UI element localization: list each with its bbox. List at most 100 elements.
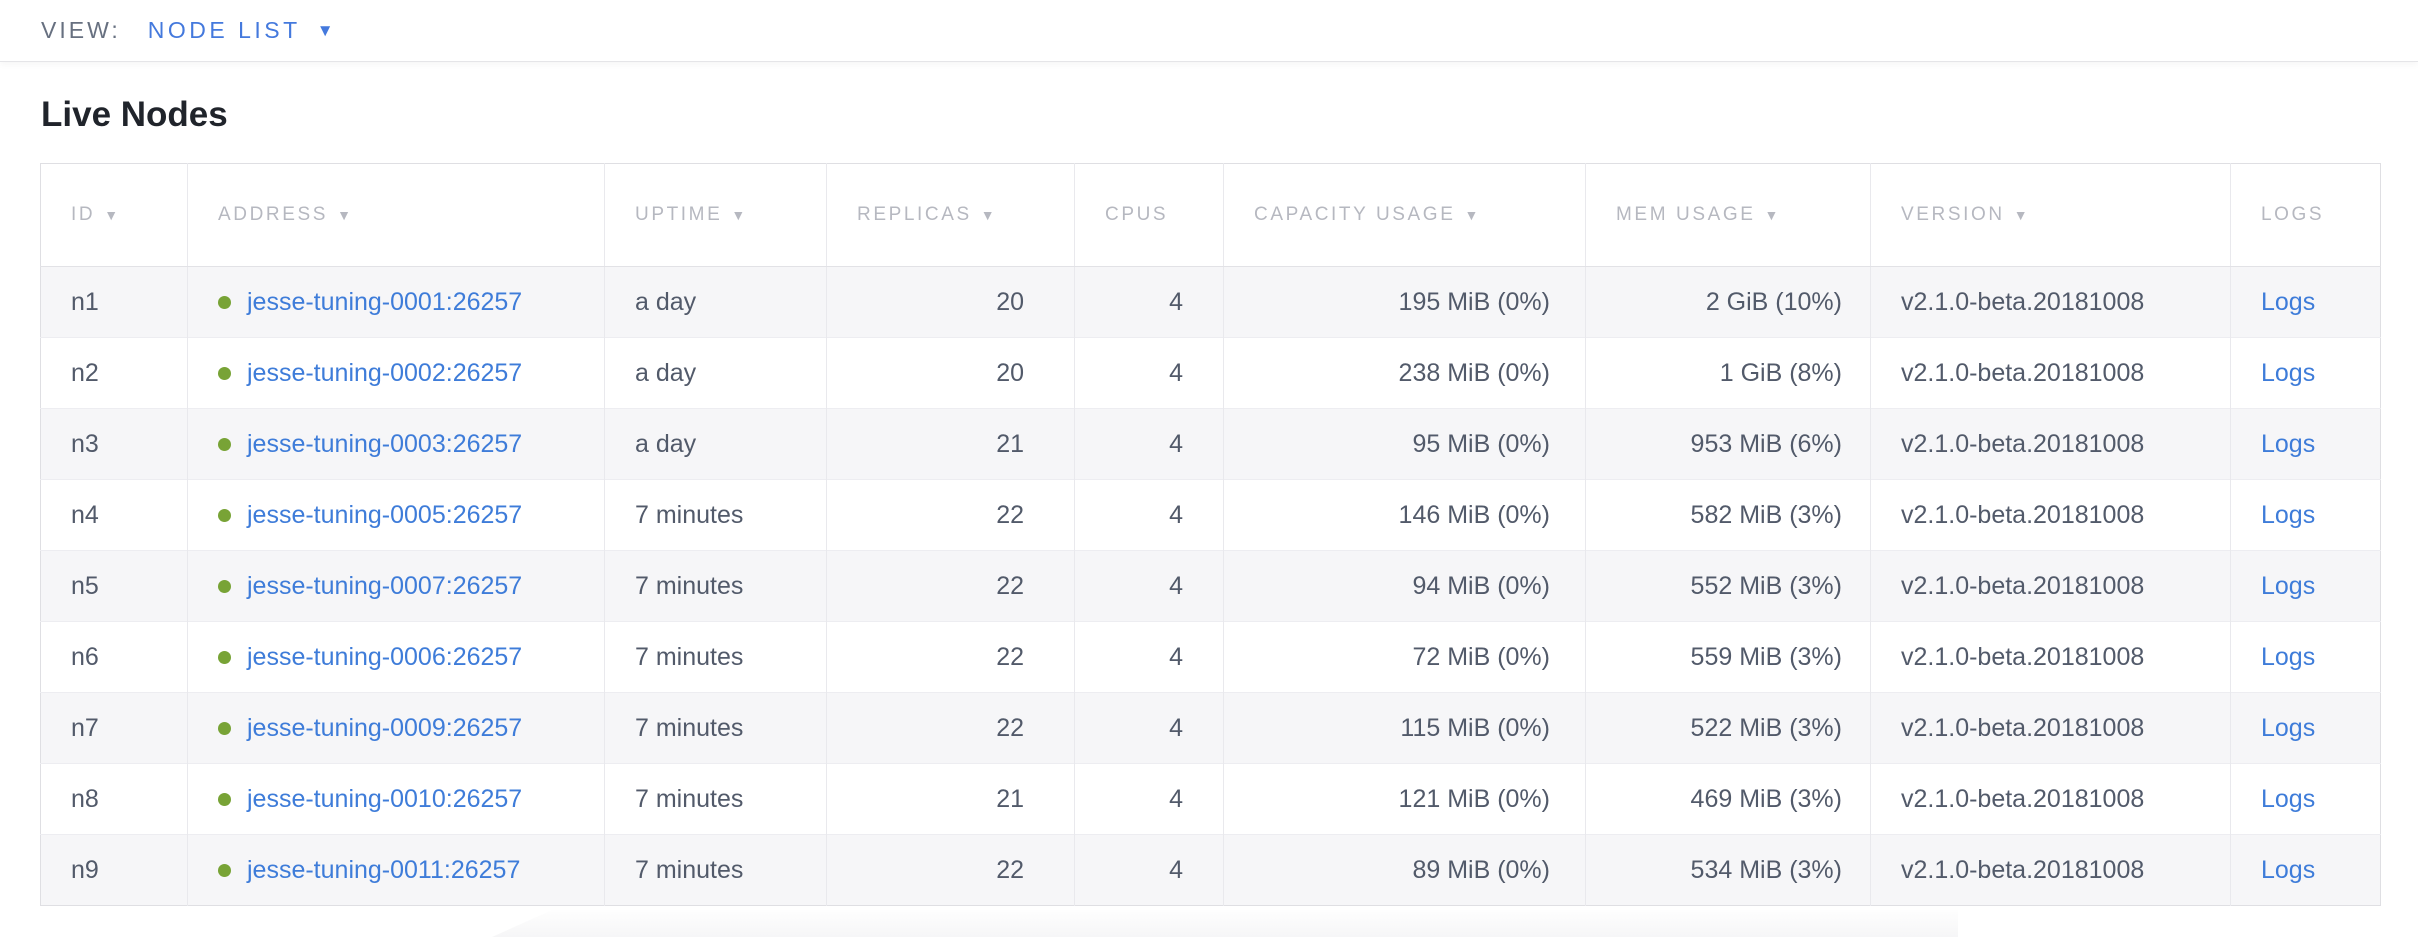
- column-header-address[interactable]: ADDRESS ▼: [187, 163, 605, 267]
- node-address-link[interactable]: jesse-tuning-0010:26257: [247, 784, 523, 813]
- cell-id: n5: [40, 550, 188, 622]
- cell-capacity: 95 MiB (0%): [1223, 408, 1586, 480]
- cell-cpus: 4: [1074, 266, 1224, 338]
- logs-link[interactable]: Logs: [2261, 500, 2316, 529]
- live-status-icon: [218, 721, 231, 735]
- column-header-cpus: CPUS: [1074, 163, 1224, 267]
- cell-cpus: 4: [1074, 479, 1224, 551]
- cell-mem: 2 GiB (10%): [1585, 266, 1871, 338]
- cell-uptime: a day: [604, 266, 827, 338]
- cell-capacity: 195 MiB (0%): [1223, 266, 1586, 338]
- view-bar: VIEW: NODE LIST ▼: [0, 0, 2418, 62]
- cell-mem: 534 MiB (3%): [1585, 834, 1871, 906]
- live-status-icon: [218, 792, 231, 806]
- logs-link[interactable]: Logs: [2261, 713, 2316, 742]
- node-address-link[interactable]: jesse-tuning-0011:26257: [247, 855, 521, 884]
- logs-link[interactable]: Logs: [2261, 642, 2316, 671]
- cell-cpus: 4: [1074, 763, 1224, 835]
- logs-link[interactable]: Logs: [2261, 855, 2316, 884]
- cell-address: jesse-tuning-0011:26257: [187, 834, 605, 906]
- live-status-icon: [218, 508, 231, 522]
- node-address-link[interactable]: jesse-tuning-0001:26257: [247, 287, 523, 316]
- cell-id: n7: [40, 692, 188, 764]
- cell-address: jesse-tuning-0010:26257: [187, 763, 605, 835]
- logs-link[interactable]: Logs: [2261, 571, 2316, 600]
- cell-uptime: 7 minutes: [604, 621, 827, 693]
- table-header-row: ID ▼ ADDRESS ▼ UPTIME ▼ REPLICAS ▼ CPUS CAPACITY …: [40, 163, 2381, 267]
- cell-uptime: a day: [604, 408, 827, 480]
- logs-link[interactable]: Logs: [2261, 429, 2316, 458]
- table-row: n9 jesse-tuning-0011:26257 7 minutes 22 4 89 …: [40, 834, 2381, 906]
- column-header-replicas[interactable]: REPLICAS ▼: [826, 163, 1075, 267]
- cell-cpus: 4: [1074, 408, 1224, 480]
- live-status-icon: [218, 437, 231, 451]
- node-address-link[interactable]: jesse-tuning-0009:26257: [247, 713, 523, 742]
- cell-uptime: 7 minutes: [604, 479, 827, 551]
- cell-cpus: 4: [1074, 621, 1224, 693]
- sort-desc-icon: ▼: [1464, 207, 1479, 223]
- cell-mem: 469 MiB (3%): [1585, 763, 1871, 835]
- cell-mem: 582 MiB (3%): [1585, 479, 1871, 551]
- cell-replicas: 22: [826, 479, 1075, 551]
- cell-replicas: 20: [826, 337, 1075, 409]
- cell-address: jesse-tuning-0007:26257: [187, 550, 605, 622]
- cell-mem: 953 MiB (6%): [1585, 408, 1871, 480]
- cell-capacity: 115 MiB (0%): [1223, 692, 1586, 764]
- column-header-label: MEM USAGE: [1616, 204, 1756, 225]
- logs-link[interactable]: Logs: [2261, 358, 2316, 387]
- cell-address: jesse-tuning-0009:26257: [187, 692, 605, 764]
- cell-version: v2.1.0-beta.20181008: [1870, 266, 2231, 338]
- sort-desc-icon: ▼: [104, 207, 119, 223]
- node-address-link[interactable]: jesse-tuning-0003:26257: [247, 429, 523, 458]
- cell-mem: 559 MiB (3%): [1585, 621, 1871, 693]
- cell-id: n2: [40, 337, 188, 409]
- view-label: VIEW:: [41, 17, 121, 43]
- column-header-id[interactable]: ID ▼: [40, 163, 188, 267]
- cell-version: v2.1.0-beta.20181008: [1870, 621, 2231, 693]
- cell-replicas: 21: [826, 763, 1075, 835]
- cell-address: jesse-tuning-0005:26257: [187, 479, 605, 551]
- cell-version: v2.1.0-beta.20181008: [1870, 763, 2231, 835]
- cell-logs: Logs: [2230, 337, 2381, 409]
- logs-link[interactable]: Logs: [2261, 784, 2316, 813]
- cell-logs: Logs: [2230, 834, 2381, 906]
- page-title: Live Nodes: [41, 95, 228, 134]
- chevron-down-icon: ▼: [316, 20, 334, 40]
- table-row: n4 jesse-tuning-0005:26257 7 minutes 22 4 146…: [40, 479, 2381, 551]
- logs-link[interactable]: Logs: [2261, 287, 2316, 316]
- column-header-label: UPTIME: [635, 204, 723, 225]
- cell-capacity: 72 MiB (0%): [1223, 621, 1586, 693]
- cell-version: v2.1.0-beta.20181008: [1870, 550, 2231, 622]
- live-status-icon: [218, 863, 231, 877]
- cell-uptime: a day: [604, 337, 827, 409]
- cell-id: n8: [40, 763, 188, 835]
- cell-logs: Logs: [2230, 763, 2381, 835]
- cell-cpus: 4: [1074, 692, 1224, 764]
- cell-uptime: 7 minutes: [604, 550, 827, 622]
- cell-uptime: 7 minutes: [604, 692, 827, 764]
- table-row: n2 jesse-tuning-0002:26257 a day 20 4 238 MiB…: [40, 337, 2381, 409]
- node-address-link[interactable]: jesse-tuning-0002:26257: [247, 358, 523, 387]
- table-row: n6 jesse-tuning-0006:26257 7 minutes 22 4 72 …: [40, 621, 2381, 693]
- column-header-uptime[interactable]: UPTIME ▼: [604, 163, 827, 267]
- view-selector-dropdown[interactable]: NODE LIST ▼: [148, 17, 334, 44]
- column-header-label: LOGS: [2261, 204, 2325, 225]
- cell-address: jesse-tuning-0001:26257: [187, 266, 605, 338]
- table-row: n5 jesse-tuning-0007:26257 7 minutes 22 4 94 …: [40, 550, 2381, 622]
- node-address-link[interactable]: jesse-tuning-0007:26257: [247, 571, 523, 600]
- cell-logs: Logs: [2230, 621, 2381, 693]
- cell-address: jesse-tuning-0002:26257: [187, 337, 605, 409]
- column-header-label: VERSION: [1901, 204, 2005, 225]
- column-header-capacity-usage[interactable]: CAPACITY USAGE ▼: [1223, 163, 1586, 267]
- cell-logs: Logs: [2230, 550, 2381, 622]
- column-header-label: ID: [71, 204, 96, 225]
- node-address-link[interactable]: jesse-tuning-0006:26257: [247, 642, 523, 671]
- cell-id: n4: [40, 479, 188, 551]
- column-header-mem-usage[interactable]: MEM USAGE ▼: [1585, 163, 1871, 267]
- column-header-version[interactable]: VERSION ▼: [1870, 163, 2231, 267]
- cell-version: v2.1.0-beta.20181008: [1870, 408, 2231, 480]
- cell-version: v2.1.0-beta.20181008: [1870, 834, 2231, 906]
- live-nodes-table: ID ▼ ADDRESS ▼ UPTIME ▼ REPLICAS ▼ CPUS CAPACITY …: [40, 163, 2381, 906]
- live-status-icon: [218, 650, 231, 664]
- node-address-link[interactable]: jesse-tuning-0005:26257: [247, 500, 523, 529]
